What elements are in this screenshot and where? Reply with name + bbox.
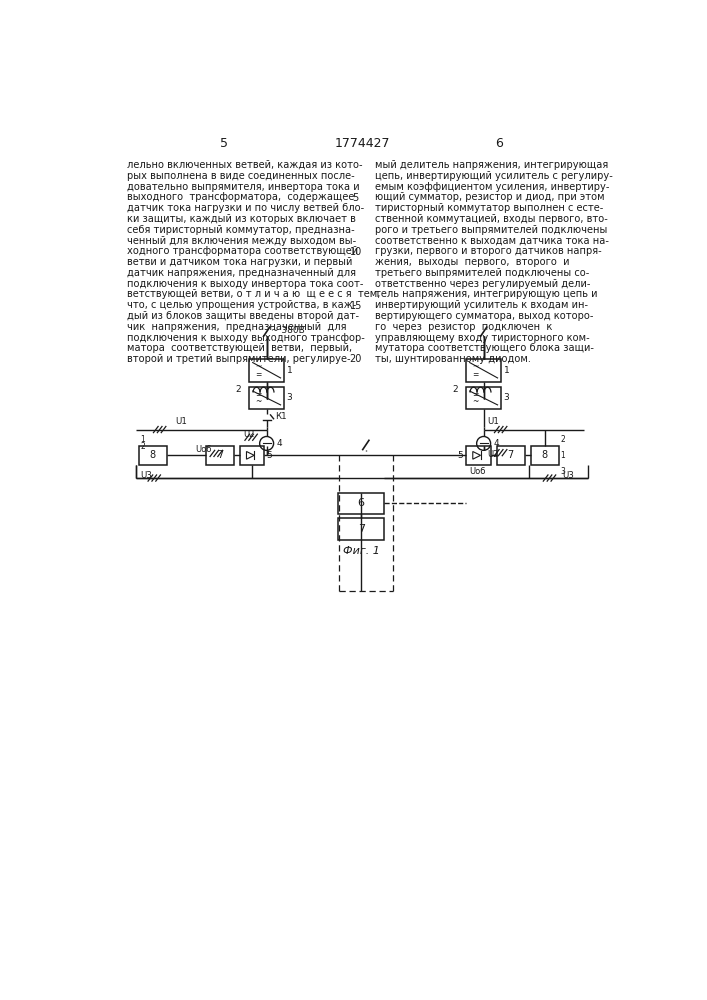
Text: ~: ~	[472, 397, 479, 406]
Text: рого и третьего выпрямителей подключены: рого и третьего выпрямителей подключены	[375, 225, 607, 235]
Bar	[531, 446, 559, 465]
Text: К1: К1	[275, 412, 287, 421]
Text: датчик тока нагрузки и по числу ветвей бло-: датчик тока нагрузки и по числу ветвей б…	[127, 203, 364, 213]
Text: тиристорный коммутатор выполнен с есте-: тиристорный коммутатор выполнен с есте-	[375, 203, 604, 213]
Text: Uоб: Uоб	[195, 445, 212, 454]
Text: =: =	[255, 390, 262, 399]
Bar	[338, 493, 385, 514]
Text: управляющему входу тиристорного ком-: управляющему входу тиристорного ком-	[375, 333, 590, 343]
Bar	[240, 446, 264, 465]
Text: 5: 5	[457, 451, 462, 460]
Text: 1: 1	[561, 451, 565, 460]
Text: подключения к выходу инвертора тока соот-: подключения к выходу инвертора тока соот…	[127, 279, 363, 289]
Text: 1: 1	[504, 366, 510, 375]
Bar	[466, 359, 501, 382]
Text: ~: ~	[255, 362, 262, 371]
Text: го  через  резистор  подключен  к: го через резистор подключен к	[375, 322, 552, 332]
Bar	[249, 359, 284, 382]
Text: довательно выпрямителя, инвертора тока и: довательно выпрямителя, инвертора тока и	[127, 182, 360, 192]
Text: 4: 4	[493, 439, 499, 448]
Bar	[206, 446, 234, 465]
Text: 2: 2	[140, 442, 145, 451]
Text: 5: 5	[220, 137, 228, 150]
Text: 1: 1	[287, 366, 293, 375]
Text: лельно включенных ветвей, каждая из кото-: лельно включенных ветвей, каждая из кото…	[127, 160, 363, 170]
Text: 10: 10	[350, 247, 362, 257]
Text: U1: U1	[175, 417, 187, 426]
Text: цепь, инвертирующий усилитель с регулиру-: цепь, инвертирующий усилитель с регулиру…	[375, 171, 613, 181]
Text: вертирующего сумматора, выход которо-: вертирующего сумматора, выход которо-	[375, 311, 594, 321]
Text: 3: 3	[287, 393, 293, 402]
Text: себя тиристорный коммутатор, предназна-: себя тиристорный коммутатор, предназна-	[127, 225, 355, 235]
Text: ченный для включения между выходом вы-: ченный для включения между выходом вы-	[127, 235, 356, 245]
Text: ющий сумматор, резистор и диод, при этом: ющий сумматор, резистор и диод, при этом	[375, 192, 604, 202]
Text: 3: 3	[504, 393, 510, 402]
Text: U2: U2	[488, 450, 499, 459]
Text: чик  напряжения,  предназначенный  для: чик напряжения, предназначенный для	[127, 322, 346, 332]
Text: 6: 6	[495, 137, 503, 150]
Text: ~: ~	[255, 397, 262, 406]
Text: 20: 20	[349, 354, 362, 364]
Bar	[249, 387, 284, 409]
Text: тель напряжения, интегрирующую цепь и: тель напряжения, интегрирующую цепь и	[375, 289, 597, 299]
Text: =: =	[472, 370, 479, 379]
Text: ственной коммутацией, входы первого, вто-: ственной коммутацией, входы первого, вто…	[375, 214, 608, 224]
Text: 6: 6	[358, 498, 365, 508]
Text: 2: 2	[561, 435, 565, 444]
Text: 7: 7	[217, 450, 223, 460]
Text: U3: U3	[140, 471, 152, 480]
Bar	[497, 446, 525, 465]
Text: U3: U3	[562, 471, 574, 480]
Text: соответственно к выходам датчика тока на-: соответственно к выходам датчика тока на…	[375, 235, 609, 245]
Text: выходного  трансформатора,  содержащее: выходного трансформатора, содержащее	[127, 192, 354, 202]
Text: мый делитель напряжения, интегрирующая: мый делитель напряжения, интегрирующая	[375, 160, 609, 170]
Bar	[466, 446, 491, 465]
Text: грузки, первого и второго датчиков напря-: грузки, первого и второго датчиков напря…	[375, 246, 602, 256]
Bar	[338, 518, 385, 540]
Text: Uоб: Uоб	[469, 467, 486, 476]
Text: жения,  выходы  первого,  второго  и: жения, выходы первого, второго и	[375, 257, 570, 267]
Text: ответственно через регулируемый дели-: ответственно через регулируемый дели-	[375, 279, 590, 289]
Text: 15: 15	[349, 301, 362, 311]
Text: дый из блоков защиты введены второй дат-: дый из блоков защиты введены второй дат-	[127, 311, 359, 321]
Text: 8: 8	[150, 450, 156, 460]
Text: U1: U1	[488, 417, 499, 426]
Text: U2: U2	[244, 430, 255, 439]
Text: 5: 5	[267, 451, 272, 460]
Text: 7: 7	[358, 524, 365, 534]
Text: 1774427: 1774427	[334, 137, 390, 150]
Text: подключения к выходу выходного трансфор-: подключения к выходу выходного трансфор-	[127, 333, 365, 343]
Text: ~ 380В: ~ 380В	[271, 326, 305, 335]
Text: емым коэффициентом усиления, инвертиру-: емым коэффициентом усиления, инвертиру-	[375, 182, 609, 192]
Text: 3: 3	[561, 466, 565, 476]
Text: рых выполнена в виде соединенных после-: рых выполнена в виде соединенных после-	[127, 171, 355, 181]
Text: 2: 2	[235, 385, 241, 394]
Text: третьего выпрямителей подключены со-: третьего выпрямителей подключены со-	[375, 268, 590, 278]
Text: =: =	[255, 370, 262, 379]
Text: 5: 5	[353, 193, 359, 203]
Text: 8: 8	[542, 450, 548, 460]
Text: ветствующей ветви, о т л и ч а ю  щ е е с я  тем,: ветствующей ветви, о т л и ч а ю щ е е с…	[127, 289, 380, 299]
Text: 1: 1	[140, 435, 145, 444]
Text: 7: 7	[508, 450, 514, 460]
Text: ~: ~	[472, 362, 479, 371]
Text: ветви и датчиком тока нагрузки, и первый: ветви и датчиком тока нагрузки, и первый	[127, 257, 353, 267]
Text: ходного трансформатора соответствующей: ходного трансформатора соответствующей	[127, 246, 358, 256]
Text: =: =	[472, 390, 479, 399]
Text: мутатора соответствующего блока защи-: мутатора соответствующего блока защи-	[375, 343, 594, 353]
Text: матора  соответствующей  ветви,  первый,: матора соответствующей ветви, первый,	[127, 343, 352, 353]
Text: Фиг. 1: Фиг. 1	[343, 546, 380, 556]
Text: ки защиты, каждый из которых включает в: ки защиты, каждый из которых включает в	[127, 214, 356, 224]
Text: ты, шунтированному диодом.: ты, шунтированному диодом.	[375, 354, 531, 364]
Text: инвертирующий усилитель к входам ин-: инвертирующий усилитель к входам ин-	[375, 300, 588, 310]
Bar	[466, 387, 501, 409]
Bar	[139, 446, 167, 465]
Text: что, с целью упрощения устройства, в каж-: что, с целью упрощения устройства, в каж…	[127, 300, 356, 310]
Text: второй и третий выпрямители, регулируе-: второй и третий выпрямители, регулируе-	[127, 354, 351, 364]
Text: 2: 2	[452, 385, 457, 394]
Text: 4: 4	[276, 439, 282, 448]
Text: датчик напряжения, предназначенный для: датчик напряжения, предназначенный для	[127, 268, 356, 278]
